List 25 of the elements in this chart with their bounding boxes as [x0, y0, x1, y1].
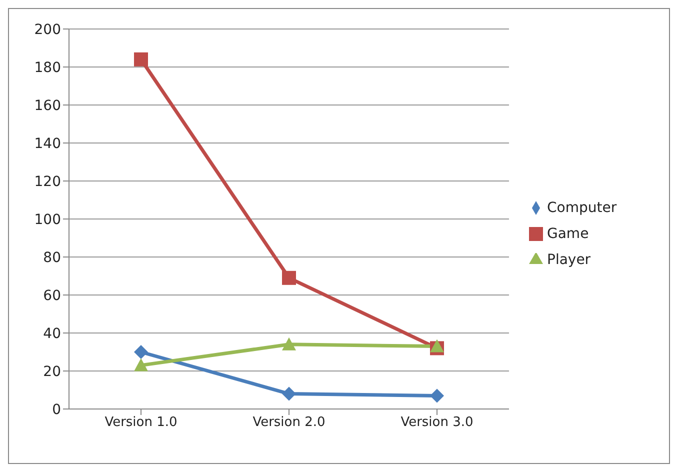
point	[430, 339, 444, 352]
point	[134, 358, 148, 372]
y-tick-label: 200	[34, 22, 61, 38]
y-tick-label: 160	[34, 98, 61, 114]
point	[282, 270, 296, 285]
legend-label: Game	[547, 226, 589, 242]
point	[282, 386, 296, 401]
y-tick-label: 0	[52, 402, 61, 418]
point	[430, 388, 444, 403]
y-tick-label: 40	[43, 326, 61, 342]
y-tick-label: 140	[34, 136, 61, 152]
y-tick-label: 100	[34, 212, 61, 228]
y-tick-label: 20	[43, 364, 61, 380]
x-tick-label: Version 1.0	[104, 415, 178, 430]
y-tick-label: 180	[34, 60, 61, 76]
y-tick-label: 60	[43, 288, 61, 304]
point	[134, 52, 148, 66]
legend-label: Player	[547, 252, 591, 268]
x-tick-label: Version 2.0	[252, 415, 326, 430]
legend-label: Computer	[547, 200, 617, 216]
point	[282, 337, 296, 350]
point	[134, 345, 148, 359]
y-tick-label: 120	[34, 174, 61, 190]
x-tick-label: Version 3.0	[400, 415, 474, 430]
y-tick-label: 80	[43, 250, 61, 266]
